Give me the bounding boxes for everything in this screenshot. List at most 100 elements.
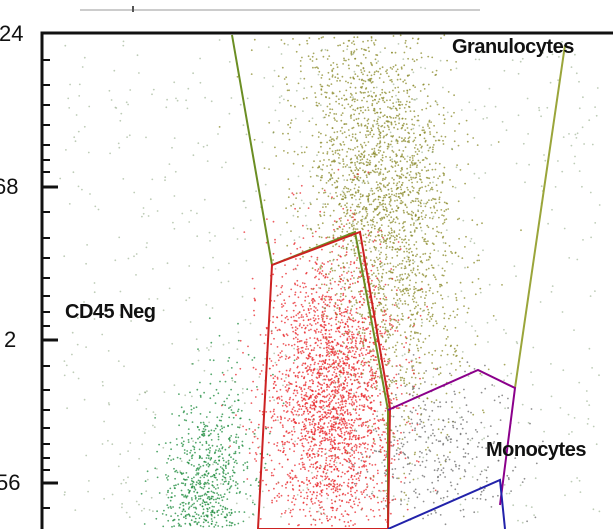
scatter-point <box>350 117 352 119</box>
scatter-point <box>340 300 342 302</box>
scatter-point <box>319 141 322 144</box>
scatter-point <box>360 290 362 292</box>
scatter-point <box>326 152 329 155</box>
scatter-point <box>283 449 285 452</box>
scatter-point <box>259 334 262 336</box>
scatter-point <box>358 382 361 385</box>
scatter-point <box>295 50 298 53</box>
scatter-point <box>281 485 284 487</box>
scatter-point <box>250 389 253 392</box>
scatter-point <box>405 494 407 497</box>
scatter-point <box>253 435 256 438</box>
scatter-point <box>303 497 306 499</box>
scatter-point <box>458 391 461 394</box>
scatter-point <box>409 156 411 159</box>
scatter-point <box>290 438 293 441</box>
scatter-point <box>417 460 420 463</box>
scatter-point <box>353 421 355 424</box>
scatter-point <box>348 301 351 304</box>
scatter-point <box>387 188 390 191</box>
scatter-point <box>364 318 367 320</box>
scatter-point <box>345 59 347 62</box>
scatter-point <box>323 320 326 323</box>
scatter-point <box>358 353 361 356</box>
scatter-point <box>327 289 330 292</box>
scatter-point <box>321 320 324 322</box>
scatter-point <box>345 206 348 209</box>
scatter-point <box>388 193 390 195</box>
scatter-point <box>342 382 345 385</box>
scatter-point <box>429 105 432 108</box>
scatter-point <box>362 491 365 494</box>
scatter-point <box>388 277 391 280</box>
scatter-point <box>338 384 341 386</box>
scatter-point <box>285 389 288 392</box>
scatter-point <box>419 407 422 410</box>
scatter-point <box>341 274 343 276</box>
scatter-point <box>411 98 413 100</box>
scatter-point <box>376 269 379 272</box>
scatter-point <box>285 310 288 312</box>
scatter-point <box>397 248 400 251</box>
scatter-point <box>461 257 464 259</box>
scatter-point <box>397 115 400 117</box>
scatter-point <box>328 463 331 465</box>
scatter-point <box>338 434 340 437</box>
scatter-point <box>328 393 331 396</box>
scatter-point <box>418 189 420 192</box>
scatter-point <box>318 70 321 73</box>
scatter-point <box>406 211 409 214</box>
scatter-point <box>307 430 310 433</box>
scatter-point <box>445 202 448 205</box>
scatter-point <box>418 361 421 364</box>
scatter-point <box>367 122 370 125</box>
scatter-point <box>310 324 313 327</box>
scatter-point <box>324 191 327 194</box>
scatter-point <box>325 395 328 398</box>
scatter-point <box>384 203 387 206</box>
scatter-point <box>328 482 331 485</box>
scatter-point <box>416 423 419 426</box>
scatter-point <box>413 369 415 371</box>
scatter-point <box>294 326 297 328</box>
scatter-point <box>305 476 308 479</box>
scatter-point <box>340 278 342 281</box>
scatter-point <box>298 311 301 314</box>
scatter-point <box>330 381 333 384</box>
scatter-point <box>383 507 385 510</box>
scatter-point <box>312 185 315 188</box>
scatter-point <box>281 291 284 293</box>
scatter-point <box>369 370 371 373</box>
scatter-point <box>412 187 415 189</box>
scatter-point <box>338 359 341 361</box>
scatter-point <box>338 448 341 451</box>
scatter-point <box>417 304 419 307</box>
scatter-point <box>379 448 382 451</box>
scatter-point <box>373 289 375 291</box>
scatter-point <box>345 346 347 349</box>
scatter-point <box>371 193 374 196</box>
scatter-point <box>315 275 317 278</box>
scatter-point <box>303 482 305 484</box>
scatter-point <box>386 99 388 102</box>
scatter-point <box>369 477 372 479</box>
scatter-point <box>337 442 340 445</box>
scatter-point <box>347 58 350 61</box>
scatter-point <box>308 368 311 371</box>
scatter-point <box>379 196 382 199</box>
scatter-point <box>355 301 358 303</box>
scatter-point <box>446 281 448 284</box>
scatter-point <box>253 287 256 290</box>
scatter-point <box>358 112 361 115</box>
scatter-point <box>351 367 354 369</box>
scatter-point <box>356 64 358 67</box>
scatter-point <box>342 414 345 417</box>
scatter-point <box>325 472 328 475</box>
scatter-point <box>360 363 363 366</box>
scatter-point <box>379 376 381 379</box>
scatter-point <box>416 197 419 200</box>
scatter-point <box>373 199 375 201</box>
scatter-point <box>315 332 317 334</box>
scatter-point <box>418 172 421 175</box>
scatter-point <box>409 166 412 169</box>
